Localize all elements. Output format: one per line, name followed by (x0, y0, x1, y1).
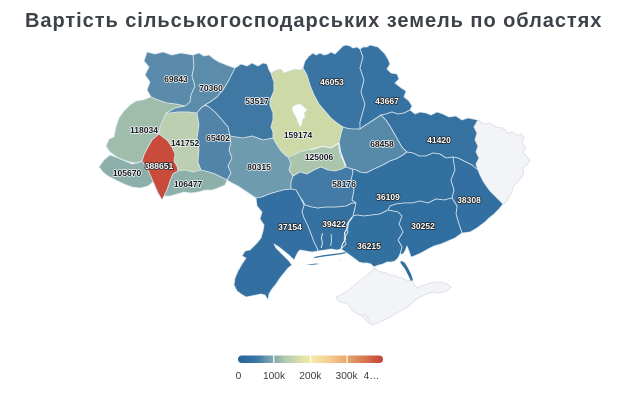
svg-text:80315: 80315 (247, 162, 271, 172)
svg-text:125006: 125006 (305, 152, 334, 162)
svg-text:159174: 159174 (284, 130, 313, 140)
svg-text:106477: 106477 (174, 179, 203, 189)
svg-text:0: 0 (236, 371, 242, 382)
svg-text:300k: 300k (336, 371, 359, 382)
svg-text:4…: 4… (364, 371, 380, 382)
svg-text:118034: 118034 (130, 125, 158, 135)
svg-text:41420: 41420 (427, 135, 451, 145)
svg-text:36109: 36109 (376, 192, 400, 202)
svg-text:69843: 69843 (164, 74, 188, 84)
svg-text:141752: 141752 (171, 138, 200, 148)
svg-text:200k: 200k (299, 371, 322, 382)
svg-text:Вартість сільськогосподарських: Вартість сільськогосподарських земель по… (25, 10, 602, 32)
svg-text:39422: 39422 (322, 219, 346, 229)
svg-text:105670: 105670 (113, 168, 142, 178)
svg-text:388651: 388651 (145, 161, 174, 171)
svg-text:30252: 30252 (411, 221, 435, 231)
svg-text:100k: 100k (263, 371, 286, 382)
svg-text:46053: 46053 (320, 77, 344, 87)
svg-text:43667: 43667 (375, 96, 399, 106)
svg-text:70360: 70360 (199, 83, 223, 93)
svg-text:53517: 53517 (245, 96, 269, 106)
svg-text:36215: 36215 (357, 241, 381, 251)
svg-text:37154: 37154 (278, 222, 302, 232)
svg-text:38308: 38308 (457, 195, 481, 205)
svg-text:58176: 58176 (332, 179, 356, 189)
svg-text:65402: 65402 (206, 133, 230, 143)
svg-text:68458: 68458 (370, 139, 394, 149)
